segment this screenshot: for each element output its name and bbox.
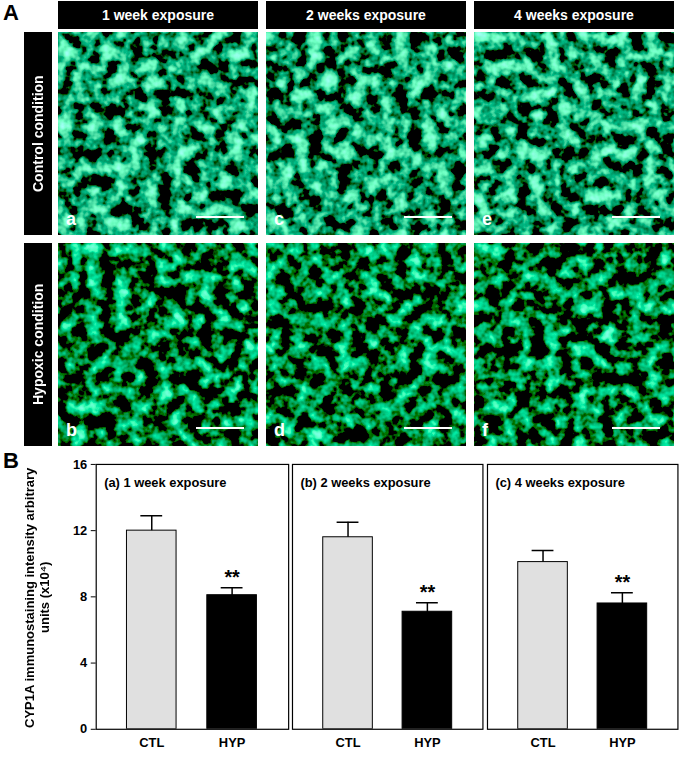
svg-text:f: f xyxy=(482,420,489,440)
svg-text:CTL: CTL xyxy=(530,735,555,750)
svg-text:HYP: HYP xyxy=(414,735,441,750)
svg-text:4: 4 xyxy=(80,655,88,670)
svg-text:b: b xyxy=(66,420,77,440)
svg-text:**: ** xyxy=(420,581,436,603)
svg-text:8: 8 xyxy=(80,589,87,604)
html-text:Hypoxic condition: Hypoxic condition xyxy=(30,283,46,406)
svg-text:CTL: CTL xyxy=(139,735,164,750)
html-text:A: A xyxy=(3,0,19,25)
html-text:4 weeks exposure: 4 weeks exposure xyxy=(514,7,634,23)
svg-text:c: c xyxy=(274,209,284,229)
svg-text:(b) 2 weeks exposure: (b) 2 weeks exposure xyxy=(301,475,431,490)
svg-text:(c) 4 weeks exposure: (c) 4 weeks exposure xyxy=(495,475,625,490)
svg-text:(a) 1 week exposure: (a) 1 week exposure xyxy=(104,475,226,490)
svg-text:**: ** xyxy=(614,571,630,593)
svg-text:HYP: HYP xyxy=(219,735,246,750)
svg-text:16: 16 xyxy=(73,457,87,472)
svg-text:e: e xyxy=(482,209,492,229)
svg-text:12: 12 xyxy=(73,523,87,538)
svg-text:CTL: CTL xyxy=(336,735,361,750)
html-text:B: B xyxy=(3,448,19,473)
html-text:Control condition: Control condition xyxy=(30,75,46,192)
svg-text:0: 0 xyxy=(80,721,87,736)
svg-text:d: d xyxy=(274,420,285,440)
html-text:CYP1A immunostaining intensity: CYP1A immunostaining intensity arbitrary… xyxy=(22,467,52,728)
svg-text:a: a xyxy=(66,209,77,229)
svg-text:**: ** xyxy=(224,566,240,588)
svg-text:HYP: HYP xyxy=(609,735,636,750)
html-text:1 week exposure: 1 week exposure xyxy=(102,7,214,23)
html-text:2 weeks exposure: 2 weeks exposure xyxy=(306,7,426,23)
